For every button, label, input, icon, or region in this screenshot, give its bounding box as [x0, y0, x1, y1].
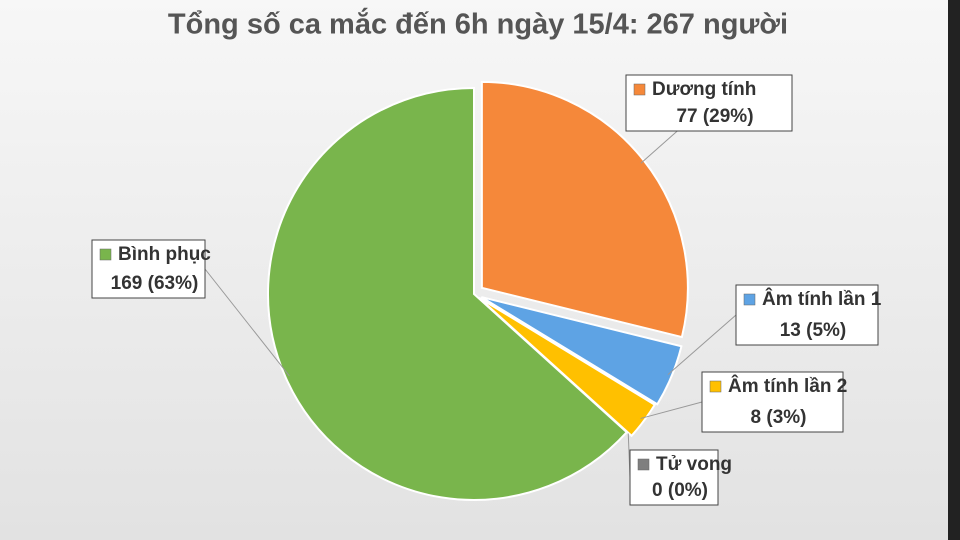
frame-edge: [948, 0, 960, 540]
label-name: Âm tính lần 1: [762, 288, 882, 310]
label-value: 77 (29%): [676, 106, 753, 127]
label-box: [625, 74, 793, 132]
pie-slice: [478, 296, 657, 438]
label-name: Bình phục: [118, 244, 211, 265]
legend-swatch: [633, 83, 646, 96]
label-name: Dương tính: [652, 79, 756, 100]
label-value: 13 (5%): [780, 320, 847, 341]
leader-line: [204, 268, 290, 377]
pie-slice: [480, 296, 683, 406]
legend-swatch: [743, 293, 756, 306]
label-value: 169 (63%): [111, 273, 199, 294]
label-name: Tử vong: [656, 454, 732, 475]
label-value: 8 (3%): [751, 407, 807, 428]
label-box: [735, 284, 879, 346]
label-box: [701, 371, 844, 433]
leader-line: [667, 314, 737, 376]
label-box: [91, 239, 206, 299]
legend-swatch: [637, 458, 650, 471]
pie-slice: [267, 86, 629, 501]
leader-line: [640, 401, 703, 419]
chart-title: Tổng số ca mắc đến 6h ngày 15/4: 267 ngư…: [168, 7, 788, 41]
label-value: 0 (0%): [652, 480, 708, 501]
legend-swatch: [99, 248, 112, 261]
label-name: Âm tính lần 2: [728, 375, 847, 397]
legend-swatch: [709, 380, 722, 393]
